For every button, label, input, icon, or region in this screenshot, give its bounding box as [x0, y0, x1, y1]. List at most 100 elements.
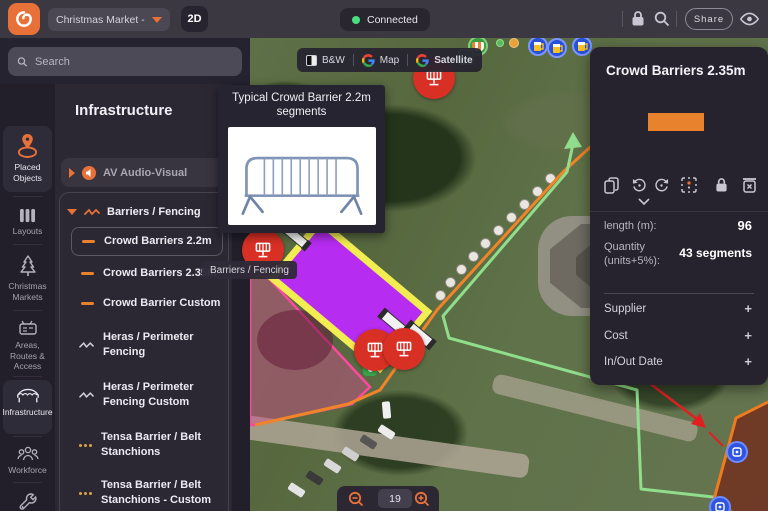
item-tensa-barrier-belt-stanchions[interactable]: Tensa Barrier / Belt Stanchions	[79, 430, 227, 460]
zoom-out-icon	[348, 491, 364, 507]
beer-mug-icon	[552, 44, 563, 53]
item-heras-perimeter-fencing-custom[interactable]: Heras / Perimeter Fencing Custom	[79, 380, 223, 410]
placed-objects-pin-icon	[17, 134, 38, 158]
stall-roof	[481, 239, 490, 248]
red-arrow-line[interactable]	[647, 381, 699, 421]
crowd-barrier-photo	[228, 127, 376, 225]
cost-add-button[interactable]: +	[744, 328, 752, 343]
panel-title: Infrastructure	[75, 102, 173, 119]
item-heras-perimeter-fencing[interactable]: Heras / Perimeter Fencing	[79, 330, 223, 360]
status-dot	[352, 15, 360, 24]
caret-down-icon	[67, 209, 77, 215]
map-hover-tooltip: Barriers / Fencing	[202, 261, 297, 279]
divider	[622, 11, 623, 27]
sidebar-item-infrastructure[interactable]: Infrastructure	[2, 380, 53, 434]
sidebar-item-layouts[interactable]: Layouts	[3, 202, 52, 248]
stall-roof	[533, 187, 542, 196]
sidebar-item-placed-objects[interactable]: Placed Objects	[3, 126, 52, 192]
item-preview-tooltip: Typical Crowd Barrier 2.2m segments	[218, 85, 385, 233]
search-button[interactable]	[654, 11, 670, 32]
project-selector[interactable]: Christmas Market - Ri	[48, 8, 170, 31]
connection-status: Connected	[340, 8, 430, 31]
stall-roof	[520, 200, 529, 209]
satellite-view-toggle[interactable]: Satellite	[416, 53, 473, 67]
mode-2d-button[interactable]: 2D	[181, 6, 208, 32]
barrier-group-marker[interactable]	[383, 328, 425, 370]
search-input[interactable]	[35, 55, 233, 68]
supplier-row[interactable]: Supplier	[604, 303, 647, 315]
sidebar-item-areas-routes-access[interactable]: Areas, Routes & Access	[3, 314, 52, 372]
rotate-ccw-icon	[632, 178, 646, 191]
duplicate-button[interactable]	[602, 175, 620, 195]
crowd-barrier-icon	[396, 341, 412, 357]
facility-marker[interactable]	[726, 441, 748, 463]
rotate-cw-icon	[654, 178, 668, 191]
facility-marker[interactable]	[709, 496, 731, 511]
eye-icon	[739, 12, 760, 26]
stall-roof	[446, 278, 455, 287]
item-crowd-barriers-2-35m[interactable]: Crowd Barriers 2.35m	[81, 266, 217, 281]
divider	[590, 211, 768, 212]
group-av-audio-visual[interactable]: AV Audio-Visual	[61, 158, 227, 187]
green-dot-marker[interactable]	[496, 39, 504, 47]
orange-dot-marker[interactable]	[509, 38, 519, 48]
bw-label: B&W	[322, 54, 345, 66]
lock-button[interactable]	[631, 10, 645, 32]
zoom-out-button[interactable]	[347, 490, 365, 508]
group-barriers-fencing[interactable]: Barriers / Fencing	[67, 200, 225, 224]
dash-icon	[82, 240, 95, 243]
wrench-icon	[19, 493, 37, 510]
map-view-toggle[interactable]: Map	[361, 53, 400, 67]
search-box[interactable]	[8, 47, 242, 76]
sidebar-item-christmas-markets[interactable]: Christmas Markets	[3, 248, 52, 308]
bw-toggle[interactable]: B&W	[306, 54, 345, 66]
pink-zone-tree	[257, 310, 333, 370]
crowd-barrier-icon	[255, 242, 271, 258]
zoom-in-button[interactable]	[413, 490, 431, 508]
sidebar-item-workforce[interactable]: Workforce	[3, 440, 52, 486]
visibility-button[interactable]	[739, 12, 760, 31]
item-crowd-barriers-2-2m[interactable]: Crowd Barriers 2.2m	[71, 227, 223, 256]
stall-roof	[546, 174, 555, 183]
share-button[interactable]: Share	[685, 8, 733, 30]
layouts-icon	[20, 208, 35, 223]
map-label: Map	[379, 54, 400, 66]
workforce-people-icon	[16, 446, 39, 461]
quantity-label-2: (units+5%):	[604, 255, 660, 267]
sidebar-item-tools[interactable]: Tools	[3, 486, 52, 511]
rotate-ccw-button[interactable]	[630, 175, 648, 195]
logo-swirl-icon	[16, 11, 32, 27]
beer-stand-marker[interactable]	[528, 36, 548, 56]
length-label: length (m):	[604, 220, 657, 232]
stall-roof	[507, 213, 516, 222]
zigzag-icon	[79, 341, 94, 349]
red-arrow-head	[691, 413, 706, 428]
search-row	[0, 38, 250, 84]
cost-row[interactable]: Cost	[604, 330, 628, 342]
delete-button[interactable]	[740, 175, 758, 195]
barrier-color-swatch	[648, 113, 704, 131]
supplier-add-button[interactable]: +	[744, 301, 752, 316]
stall-roof	[494, 226, 503, 235]
in-out-date-add-button[interactable]: +	[744, 354, 752, 369]
christmas-tree-icon	[19, 255, 36, 276]
item-crowd-barrier-custom[interactable]: Crowd Barrier Custom	[81, 296, 220, 311]
crowd-barrier-icon	[367, 342, 383, 358]
app-logo	[8, 3, 40, 35]
trash-x-icon	[742, 178, 756, 193]
in-out-date-row[interactable]: In/Out Date	[604, 356, 663, 368]
lock-button[interactable]	[712, 175, 730, 195]
pattern-button[interactable]	[680, 175, 698, 195]
lock-icon	[715, 178, 727, 192]
chevron-down-icon	[152, 16, 162, 23]
beer-stand-marker[interactable]	[572, 36, 592, 56]
pattern-grid-icon	[681, 177, 697, 193]
copy-icon	[603, 176, 619, 194]
green-route-line[interactable]	[441, 143, 733, 511]
detail-title: Crowd Barriers 2.35m	[606, 63, 746, 78]
stall-roof	[457, 265, 466, 274]
item-tensa-barrier-belt-stanchions-custom[interactable]: Tensa Barrier / Belt Stanchions - Custom	[79, 478, 227, 508]
rotate-cw-button[interactable]	[652, 175, 670, 195]
beer-stand-marker[interactable]	[547, 38, 567, 58]
chevron-down-icon[interactable]	[638, 198, 650, 206]
